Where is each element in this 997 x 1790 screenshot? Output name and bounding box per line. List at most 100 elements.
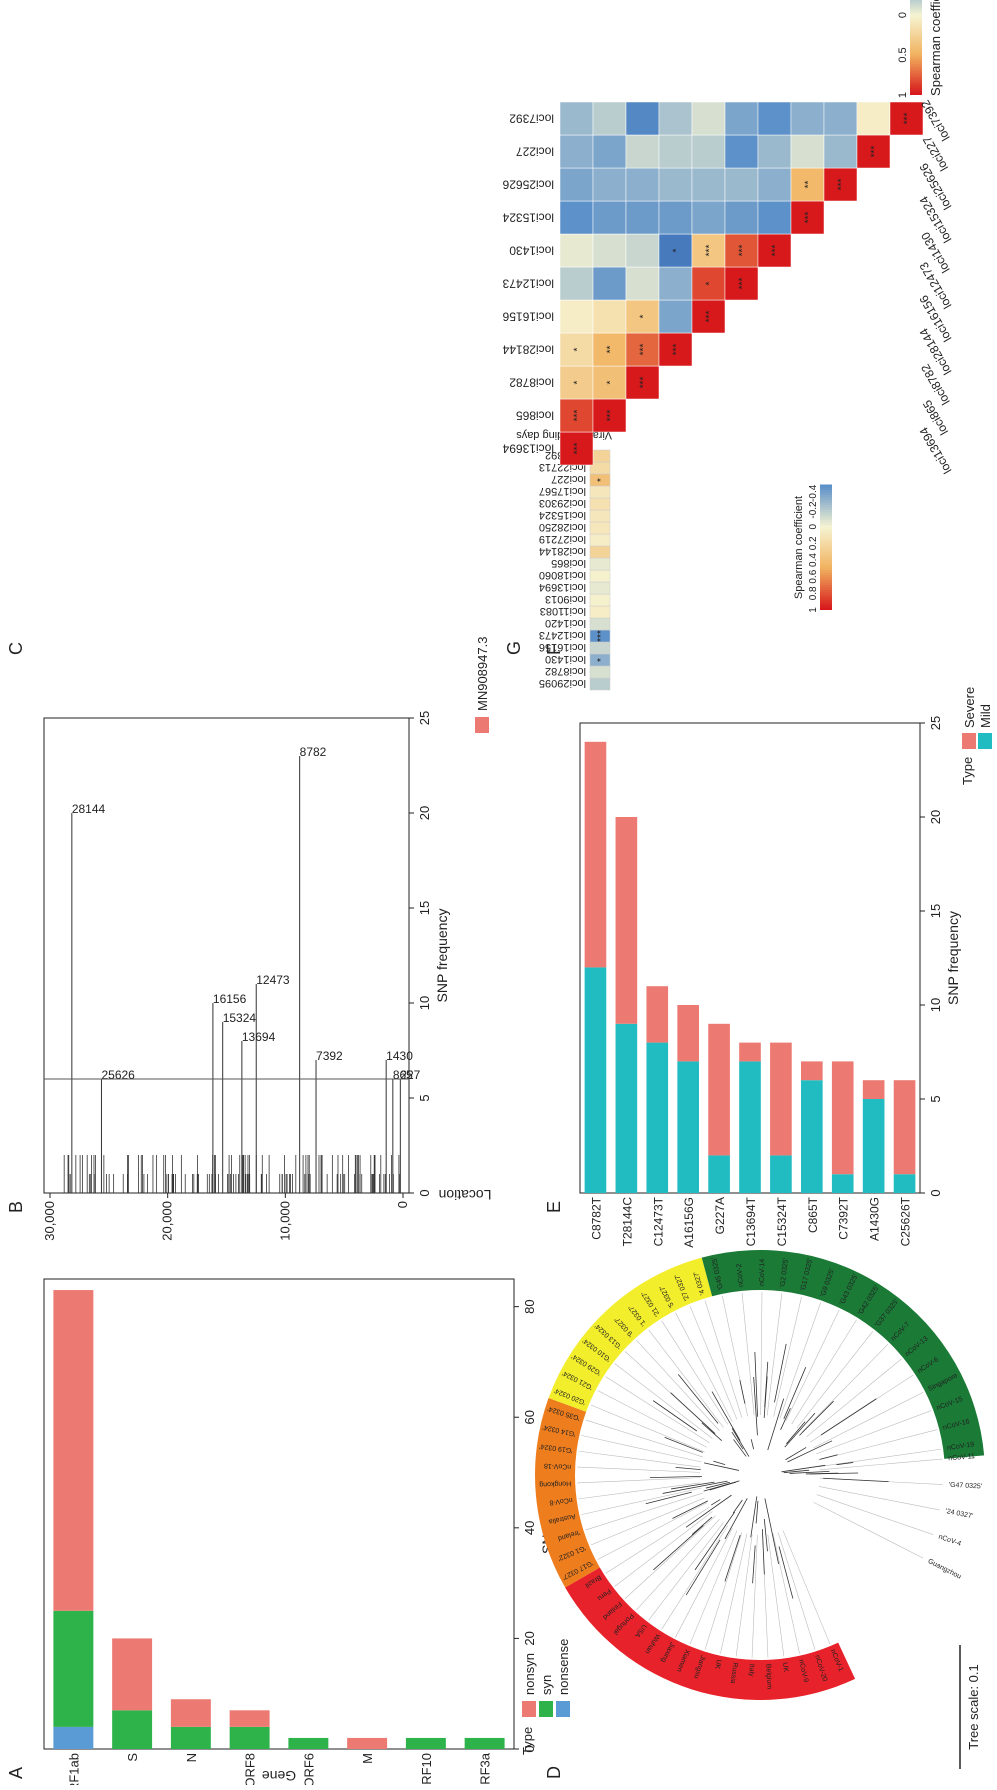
tree-branch xyxy=(605,1506,710,1574)
plot-frame xyxy=(43,717,410,1194)
heatmap-cell xyxy=(589,605,611,619)
colorbar-step xyxy=(820,607,832,610)
locus-label: loci13694 xyxy=(539,581,586,593)
colorbar-step xyxy=(820,507,832,510)
significance-mark: * xyxy=(596,658,607,662)
correlation-cell xyxy=(724,200,759,235)
locus-label: loci11083 xyxy=(540,605,586,617)
bar-segment-syn xyxy=(464,1737,505,1749)
heatmap-cell xyxy=(589,497,611,511)
tree-branch xyxy=(724,1535,741,1582)
colorbar-step xyxy=(910,15,922,19)
correlation-cell xyxy=(757,167,792,202)
colorbar-step xyxy=(820,559,832,563)
correlation-cell xyxy=(790,134,825,169)
gene-category-label: M xyxy=(360,1753,375,1764)
legend-swatch-nonsense xyxy=(556,1701,570,1717)
y-tick-label: 0 xyxy=(522,1745,537,1752)
bar-segment-syn xyxy=(229,1726,270,1749)
correlation-cell xyxy=(559,101,594,136)
gene-category-label: ORF6 xyxy=(301,1753,316,1785)
y-tick-label: 60 xyxy=(522,1410,537,1424)
y-tick-label: 0 xyxy=(928,1189,943,1196)
tree-branch xyxy=(590,1404,705,1453)
colorbar-step xyxy=(820,489,832,493)
snp-position-label: 8782 xyxy=(300,745,327,759)
tree-branch xyxy=(809,1472,859,1475)
colorbar-step xyxy=(820,519,832,523)
tree-branch xyxy=(685,1494,732,1528)
locus-label: loci1430 xyxy=(545,653,586,665)
colorbar-step xyxy=(910,44,922,47)
tree-branch xyxy=(786,1421,806,1445)
heatmap-cell xyxy=(589,665,611,679)
correlation-cell xyxy=(790,101,825,136)
bar-segment-nonsyn xyxy=(229,1710,270,1727)
snp-category-label: C25626T xyxy=(899,1196,913,1246)
heatmap-cell xyxy=(589,533,611,547)
correlation-cell xyxy=(757,101,792,136)
colorbar-tick-label: 0.8 xyxy=(808,586,819,600)
tree-branch xyxy=(670,1481,715,1490)
tree-branch xyxy=(614,1511,713,1587)
row-locus-label: loci12473 xyxy=(502,277,554,291)
colorbar-tick-label: 0 xyxy=(808,523,819,529)
correlation-cell xyxy=(559,233,594,268)
tree-branch xyxy=(764,1498,779,1564)
tree-branch xyxy=(691,1516,713,1535)
x-tick-label: 0 xyxy=(395,1201,410,1208)
correlation-cell xyxy=(757,134,792,169)
tree-branch xyxy=(664,1437,703,1453)
snp-position-label: 16156 xyxy=(213,992,247,1006)
legend-label-nonsense: nonsense xyxy=(556,1639,571,1695)
bar-segment-mild xyxy=(584,967,607,1193)
tree-branch xyxy=(614,1363,713,1439)
bar-segment-mild xyxy=(646,1042,669,1193)
correlation-cell xyxy=(823,134,858,169)
correlation-cell xyxy=(889,101,924,136)
significance-mark: * xyxy=(672,248,683,252)
tree-branch xyxy=(605,1376,710,1444)
colorbar-step xyxy=(820,564,832,568)
correlation-cell xyxy=(625,233,660,268)
locus-label: loci18060 xyxy=(539,569,586,581)
locus-label: loci227 xyxy=(551,473,586,485)
y-axis-title: SNP frequency xyxy=(945,911,961,1005)
y-tick-label: 15 xyxy=(928,904,943,918)
bar-segment-mild xyxy=(893,1174,916,1193)
clade-ring xyxy=(548,1257,713,1412)
correlation-cell xyxy=(559,200,594,235)
tree-branch xyxy=(636,1519,720,1611)
colorbar-step xyxy=(910,70,922,74)
tip-label: UK xyxy=(713,1659,722,1670)
tree-branch xyxy=(713,1460,726,1466)
tree-branch xyxy=(789,1470,830,1474)
correlation-cell xyxy=(559,266,594,301)
tree-branch xyxy=(778,1546,794,1599)
colorbar-step xyxy=(910,41,922,45)
colorbar-tick-label: -0.2 xyxy=(808,501,819,519)
legend-swatch-nonsyn xyxy=(522,1701,536,1717)
snp-category-label: A1430G xyxy=(868,1197,882,1241)
locus-label: loci16156 xyxy=(539,641,586,653)
tree-branch xyxy=(782,1530,831,1645)
colorbar-step xyxy=(820,594,832,598)
locus-label: loci28144 xyxy=(539,545,586,557)
tree-branch xyxy=(791,1319,857,1425)
tree-branch xyxy=(650,1475,702,1478)
panel-letter-f: F xyxy=(544,644,564,655)
colorbar-step xyxy=(820,604,832,608)
tree-branch xyxy=(750,1496,758,1538)
y-tick-label: 10 xyxy=(928,998,943,1012)
bar-segment-severe xyxy=(831,1061,854,1175)
tree-branch xyxy=(774,1343,787,1403)
significance-mark: *** xyxy=(639,377,650,389)
tree-branch xyxy=(677,1374,719,1424)
significance-mark: * xyxy=(606,380,617,384)
tree-branch xyxy=(597,1390,707,1448)
colorbar-step xyxy=(820,534,832,538)
gene-category-label: ORF8 xyxy=(243,1753,258,1785)
tree-branch xyxy=(813,1501,924,1559)
significance-mark: *** xyxy=(870,146,881,158)
tree-branch xyxy=(703,1462,740,1471)
